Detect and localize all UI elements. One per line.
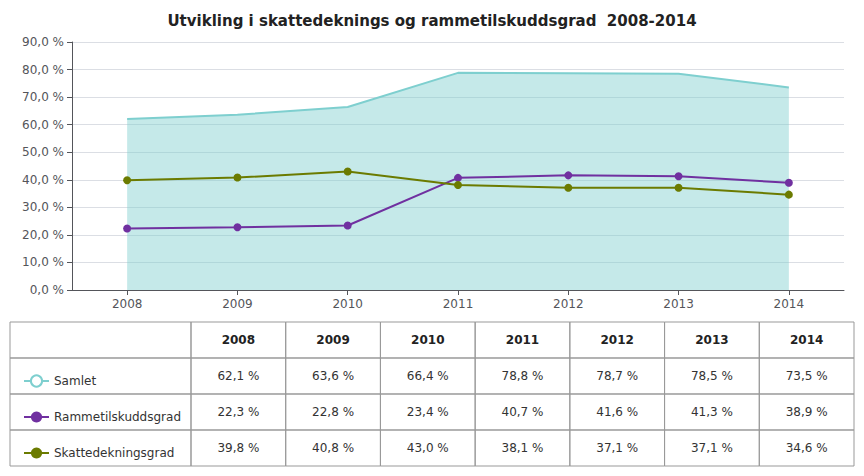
svg-text:2014: 2014	[774, 297, 805, 311]
svg-text:22,8 %: 22,8 %	[312, 405, 354, 419]
svg-text:2008: 2008	[112, 297, 143, 311]
svg-text:78,5 %: 78,5 %	[691, 369, 733, 383]
svg-text:78,7 %: 78,7 %	[596, 369, 638, 383]
svg-text:Rammetilskuddsgrad: Rammetilskuddsgrad	[54, 410, 181, 424]
svg-text:78,8 %: 78,8 %	[502, 369, 544, 383]
svg-text:60,0 %: 60,0 %	[22, 118, 64, 132]
svg-text:63,6 %: 63,6 %	[312, 369, 354, 383]
svg-text:20,0 %: 20,0 %	[22, 228, 64, 242]
svg-text:34,6 %: 34,6 %	[786, 441, 828, 455]
svg-text:2012: 2012	[601, 333, 634, 347]
svg-text:39,8 %: 39,8 %	[217, 441, 259, 455]
svg-text:70,0 %: 70,0 %	[22, 90, 64, 104]
svg-text:38,1 %: 38,1 %	[502, 441, 544, 455]
svg-text:23,4 %: 23,4 %	[407, 405, 449, 419]
svg-text:2008: 2008	[222, 333, 255, 347]
svg-text:Skattedekningsgrad: Skattedekningsgrad	[54, 446, 174, 460]
svg-text:40,0 %: 40,0 %	[22, 173, 64, 187]
svg-text:90,0 %: 90,0 %	[22, 35, 64, 49]
svg-text:38,9 %: 38,9 %	[786, 405, 828, 419]
svg-text:41,6 %: 41,6 %	[596, 405, 638, 419]
svg-text:37,1 %: 37,1 %	[596, 441, 638, 455]
svg-text:2013: 2013	[695, 333, 728, 347]
svg-text:2014: 2014	[790, 333, 823, 347]
svg-text:2012: 2012	[553, 297, 584, 311]
svg-text:22,3 %: 22,3 %	[217, 405, 259, 419]
svg-text:2013: 2013	[663, 297, 694, 311]
svg-text:0,0 %: 0,0 %	[30, 283, 64, 297]
svg-text:43,0 %: 43,0 %	[407, 441, 449, 455]
svg-text:2010: 2010	[332, 297, 363, 311]
svg-text:66,4 %: 66,4 %	[407, 369, 449, 383]
svg-text:62,1 %: 62,1 %	[217, 369, 259, 383]
svg-text:2010: 2010	[411, 333, 444, 347]
svg-text:80,0 %: 80,0 %	[22, 63, 64, 77]
svg-text:40,7 %: 40,7 %	[502, 405, 544, 419]
svg-text:2011: 2011	[443, 297, 474, 311]
svg-text:2011: 2011	[506, 333, 539, 347]
svg-text:37,1 %: 37,1 %	[691, 441, 733, 455]
svg-text:50,0 %: 50,0 %	[22, 145, 64, 159]
svg-text:30,0 %: 30,0 %	[22, 200, 64, 214]
svg-text:Samlet: Samlet	[54, 374, 96, 388]
svg-text:2009: 2009	[316, 333, 349, 347]
svg-text:Utvikling i skattedeknings og: Utvikling i skattedeknings og rammetilsk…	[167, 12, 696, 30]
svg-text:2009: 2009	[222, 297, 253, 311]
svg-text:40,8 %: 40,8 %	[312, 441, 354, 455]
svg-text:10,0 %: 10,0 %	[22, 255, 64, 269]
svg-text:73,5 %: 73,5 %	[786, 369, 828, 383]
svg-text:41,3 %: 41,3 %	[691, 405, 733, 419]
